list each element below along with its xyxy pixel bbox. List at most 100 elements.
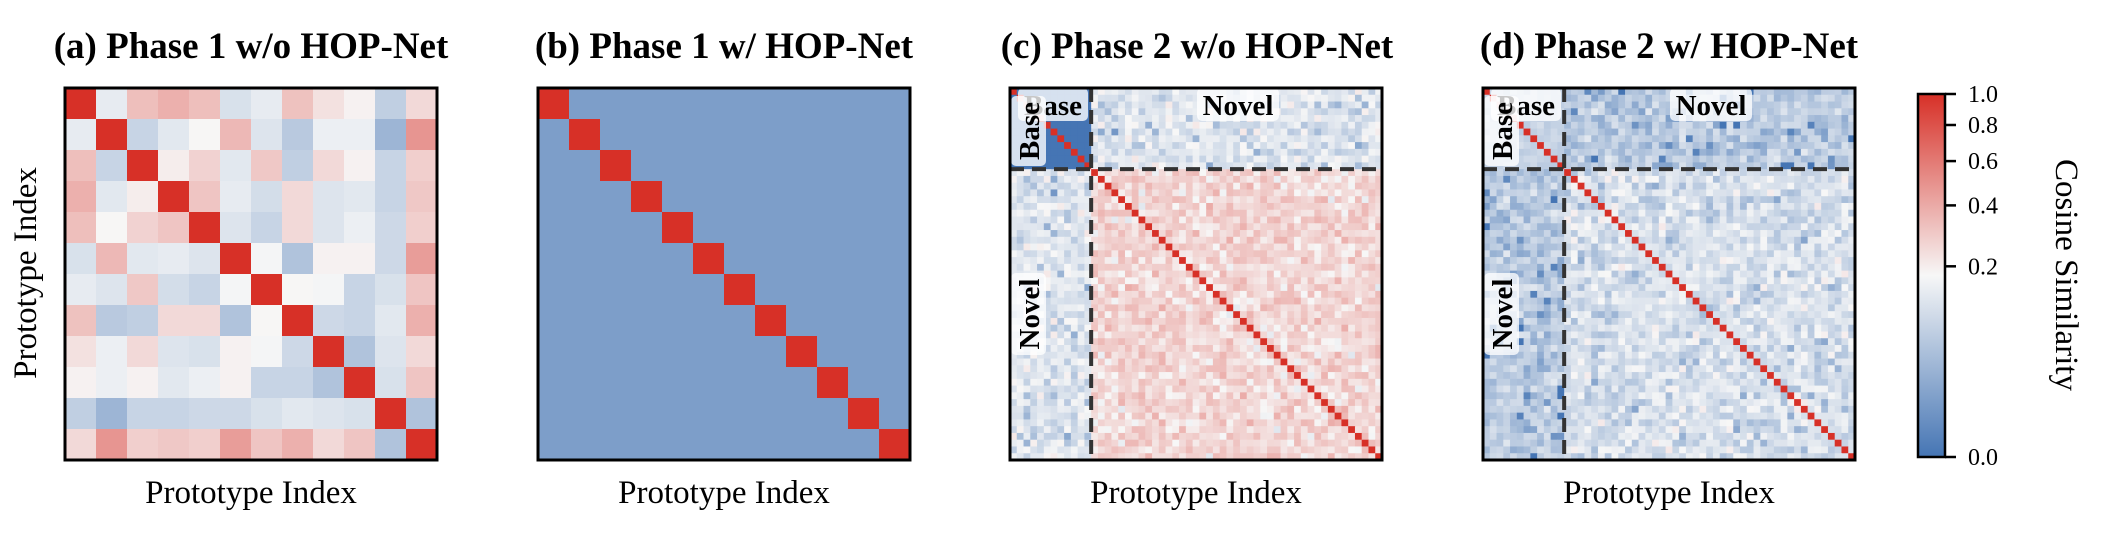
heatmap-cell-diagonal	[282, 305, 314, 337]
heatmap-cell	[1246, 202, 1255, 211]
heatmap-cell	[1807, 169, 1816, 177]
heatmap-cell	[1138, 121, 1146, 130]
heatmap-cell	[1848, 243, 1856, 251]
heatmap-cell	[1821, 148, 1829, 157]
heatmap-cell	[1307, 392, 1315, 400]
heatmap-cell	[1064, 426, 1072, 434]
heatmap-cell	[1016, 182, 1025, 191]
heatmap-cell	[1827, 250, 1836, 258]
heatmap-cell	[1253, 385, 1261, 393]
heatmap-cell	[1016, 412, 1025, 421]
heatmap-cell	[1314, 88, 1322, 96]
heatmap-cell	[1050, 439, 1058, 448]
heatmap-cell	[1570, 257, 1579, 265]
heatmap-cell	[1172, 162, 1180, 170]
heatmap-cell	[1577, 223, 1586, 231]
heatmap-cell	[1341, 345, 1349, 353]
heatmap-cell	[251, 212, 283, 244]
heatmap-cell	[1726, 263, 1734, 272]
heatmap-cell	[1537, 230, 1545, 238]
heatmap-cell	[313, 150, 345, 182]
heatmap-cell	[1530, 128, 1538, 136]
heatmap-cell	[1692, 277, 1701, 285]
heatmap-cell	[1267, 223, 1275, 231]
heatmap-cell	[1503, 202, 1511, 211]
heatmap-cell	[1706, 236, 1714, 245]
heatmap-cell	[1618, 277, 1626, 285]
heatmap-cell	[1300, 358, 1309, 366]
panel-d-heatmap	[1483, 88, 1856, 461]
heatmap-cell	[1604, 250, 1613, 258]
heatmap-cell	[1057, 405, 1065, 414]
heatmap-cell	[1821, 94, 1829, 103]
heatmap-cell	[1307, 304, 1315, 312]
heatmap-cell	[1375, 412, 1383, 421]
heatmap-cell	[1287, 385, 1295, 393]
heatmap-cell	[1314, 243, 1322, 251]
heatmap-cell	[1152, 432, 1160, 441]
heatmap-cell	[189, 274, 221, 306]
heatmap-cell	[1070, 297, 1079, 306]
heatmap-cell	[1131, 311, 1140, 319]
heatmap-cell	[662, 88, 694, 120]
heatmap-cell	[1375, 101, 1383, 109]
heatmap-cell	[1334, 169, 1343, 177]
heatmap-cell	[1679, 155, 1687, 163]
heatmap-cell	[848, 150, 880, 182]
heatmap-cell	[1023, 351, 1031, 360]
heatmap-cell	[1145, 121, 1153, 130]
heatmap-cell	[1314, 453, 1322, 461]
heatmap-cell	[1226, 202, 1234, 211]
heatmap-cell	[1010, 223, 1018, 231]
heatmap-cell	[1564, 236, 1572, 245]
heatmap-cell	[127, 119, 159, 151]
heatmap-cell	[1564, 230, 1572, 238]
heatmap-cell	[724, 212, 756, 244]
heatmap-cell	[1672, 243, 1680, 251]
heatmap-cell	[1516, 223, 1525, 231]
heatmap-cell	[1226, 257, 1234, 265]
heatmap-cell	[158, 305, 190, 337]
heatmap-cell	[1199, 223, 1207, 231]
heatmap-cell	[1206, 419, 1214, 427]
heatmap-cell	[1030, 392, 1038, 400]
heatmap-cell	[1124, 297, 1133, 306]
heatmap-cell	[375, 150, 407, 182]
heatmap-cell	[1233, 385, 1241, 393]
heatmap-cell	[1165, 358, 1173, 366]
heatmap-cell	[1375, 175, 1383, 184]
heatmap-cell	[569, 336, 601, 368]
heatmap-cell	[1726, 243, 1734, 251]
heatmap-cell	[1165, 412, 1173, 421]
heatmap-cell	[1591, 250, 1599, 258]
heatmap-cell	[1273, 250, 1282, 258]
heatmap-cell-diagonal	[1118, 196, 1126, 204]
heatmap-cell	[1321, 243, 1329, 251]
heatmap-cell	[1631, 101, 1640, 109]
heatmap-cell	[1010, 162, 1018, 170]
heatmap-cell	[1084, 101, 1092, 109]
heatmap-cell	[1246, 135, 1255, 143]
heatmap-cell	[1124, 263, 1133, 272]
heatmap-cell	[1672, 175, 1680, 184]
heatmap-cell	[1597, 236, 1606, 245]
heatmap-cell	[1496, 263, 1504, 272]
heatmap-cell	[1219, 290, 1228, 299]
heatmap-cell-diagonal	[879, 429, 911, 461]
heatmap-cell	[1361, 216, 1370, 224]
heatmap-cell	[1625, 257, 1633, 265]
heatmap-cell	[1172, 108, 1180, 116]
heatmap-cell	[1267, 338, 1275, 346]
heatmap-cell	[1375, 277, 1383, 285]
heatmap-cell	[1591, 88, 1599, 96]
heatmap-cell	[1179, 324, 1187, 333]
heatmap-cell	[1327, 351, 1336, 360]
heatmap-cell	[1523, 142, 1531, 150]
heatmap-cell	[1699, 277, 1707, 285]
heatmap-cell	[1016, 209, 1025, 218]
heatmap-cell	[1267, 358, 1275, 366]
heatmap-cell	[1111, 155, 1119, 163]
heatmap-cell	[1287, 236, 1295, 245]
heatmap-cell	[1794, 121, 1802, 130]
heatmap-cell	[1050, 209, 1058, 218]
